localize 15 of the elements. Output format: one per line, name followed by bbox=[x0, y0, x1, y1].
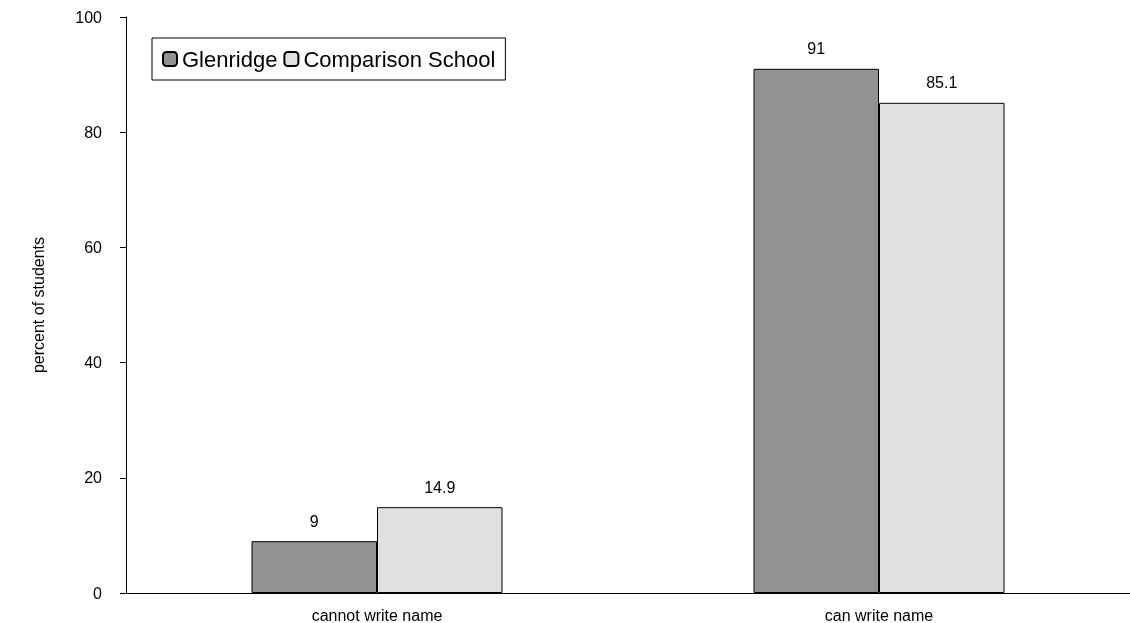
data-label: 14.9 bbox=[424, 478, 456, 496]
legend-label: Comparison School bbox=[303, 46, 496, 72]
y-tick-label: 100 bbox=[75, 8, 103, 26]
y-tick-label: 20 bbox=[84, 469, 103, 487]
data-label: 91 bbox=[807, 40, 826, 58]
y-tick-label: 80 bbox=[84, 123, 103, 141]
y-tick-label: 60 bbox=[84, 238, 103, 256]
y-tick-label: 40 bbox=[84, 354, 103, 372]
y-tick-label: 0 bbox=[93, 584, 103, 602]
x-tick-label: can write name bbox=[824, 606, 934, 623]
data-label: 85.1 bbox=[926, 74, 958, 92]
data-label: 9 bbox=[309, 512, 319, 530]
x-tick-label: cannot write name bbox=[311, 606, 443, 623]
y-axis-title: percent of students bbox=[29, 236, 47, 374]
legend-label: Glenridge bbox=[182, 46, 278, 72]
